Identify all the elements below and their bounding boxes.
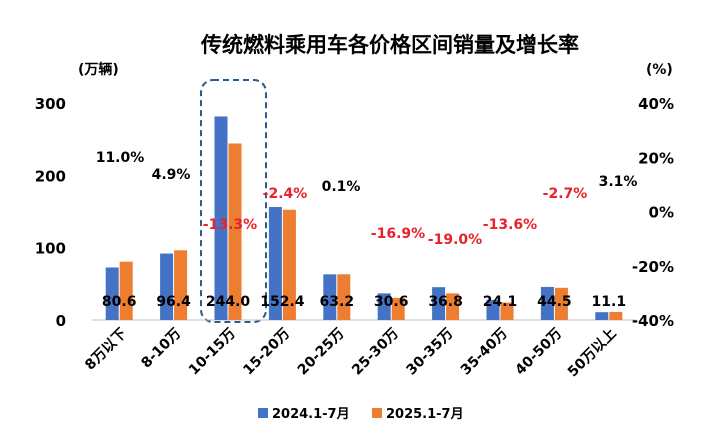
legend-swatch	[258, 408, 268, 418]
bar-2025	[228, 143, 242, 320]
right-tick-label: -20%	[632, 258, 674, 276]
data-label: 30.6	[374, 294, 409, 310]
growth-rate-label: 11.0%	[96, 150, 145, 166]
category-label: 30-35万	[404, 326, 457, 379]
right-tick-label: 0%	[649, 204, 674, 222]
category-label: 20-25万	[295, 326, 348, 379]
bar-2024	[486, 299, 500, 320]
left-tick-label: 0	[56, 312, 66, 330]
growth-rate-label: 3.1%	[599, 174, 638, 190]
bar-2024	[214, 116, 228, 320]
bar-2024	[160, 253, 174, 320]
right-tick-label: 40%	[638, 95, 674, 113]
growth-rate-label: -16.9%	[371, 226, 425, 242]
data-label: 80.6	[102, 294, 137, 310]
bar-2024	[540, 286, 554, 320]
bar-2025	[119, 261, 133, 320]
growth-rate-label: -13.6%	[483, 217, 537, 233]
bar-2024	[377, 293, 391, 320]
chart-title: 传统燃料乘用车各价格区间销量及增长率	[200, 33, 579, 57]
left-tick-label: 200	[35, 167, 66, 185]
bar-2024	[595, 312, 609, 320]
bar-2024	[432, 287, 446, 320]
data-label: 244.0	[206, 294, 251, 310]
growth-rate-label: -2.4%	[263, 186, 308, 202]
highlight-box	[200, 79, 267, 323]
category-label: 40-50万	[512, 326, 565, 379]
left-tick-label: 100	[35, 240, 66, 258]
category-label: 8万以下	[82, 326, 130, 374]
growth-rate-label: -19.0%	[428, 232, 482, 248]
legend-label: 2024.1-7月	[272, 407, 350, 422]
left-axis-unit: (万辆)	[78, 61, 119, 78]
growth-rate-label: -2.7%	[543, 186, 588, 202]
bar-2025	[282, 209, 296, 320]
data-label: 11.1	[592, 294, 627, 310]
bar-2025	[174, 250, 188, 320]
category-label: 35-40万	[458, 326, 511, 379]
bar-2025	[500, 302, 514, 320]
category-label: 8-10万	[138, 326, 184, 372]
data-label: 36.8	[428, 294, 463, 310]
data-label: 96.4	[156, 294, 191, 310]
legend-label: 2025.1-7月	[386, 407, 464, 422]
right-tick-label: 20%	[638, 149, 674, 167]
data-label: 24.1	[483, 294, 518, 310]
bar-2024	[323, 274, 337, 320]
category-label: 10-15万	[186, 326, 239, 379]
data-label: 63.2	[320, 294, 355, 310]
bar-2024	[105, 267, 119, 320]
right-tick-label: -40%	[632, 312, 674, 330]
growth-rate-label: 4.9%	[152, 167, 191, 183]
bar-2025	[391, 297, 405, 320]
category-label: 25-30万	[349, 326, 402, 379]
growth-rate-label: 0.1%	[322, 179, 361, 195]
data-label: 44.5	[537, 294, 572, 310]
data-label: 152.4	[260, 294, 305, 310]
bar-2025	[554, 287, 568, 320]
growth-rate-label: -13.3%	[203, 217, 257, 233]
legend-swatch	[372, 408, 382, 418]
left-tick-label: 300	[35, 95, 66, 113]
bar-2025	[337, 274, 351, 320]
category-label: 15-20万	[240, 326, 293, 379]
bar-2024	[268, 207, 282, 320]
right-axis-unit: (%)	[646, 62, 673, 78]
bar-2025	[609, 311, 623, 320]
bar-2025	[446, 293, 460, 320]
category-label: 50万以上	[565, 326, 620, 381]
